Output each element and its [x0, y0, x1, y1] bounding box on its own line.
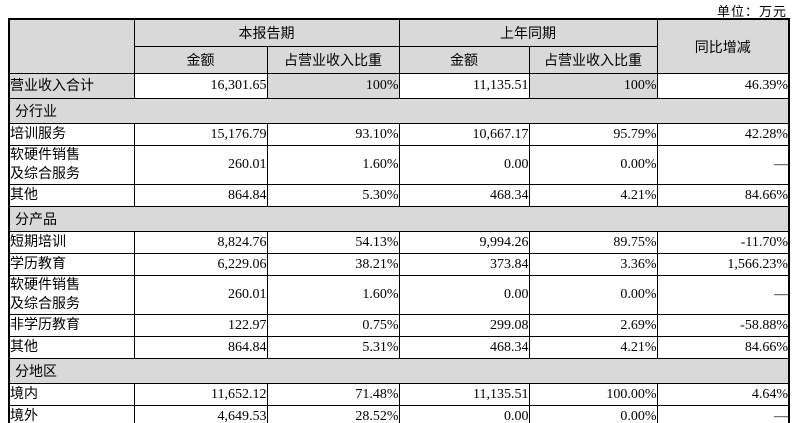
- value-cell: 11,135.51: [398, 383, 530, 406]
- row-label: 其他: [8, 184, 135, 207]
- value-cell: 864.84: [133, 336, 268, 359]
- value-cell: 0.00%: [528, 275, 658, 315]
- section-row: 分行业: [8, 98, 790, 124]
- value-cell: 4,649.53: [133, 405, 268, 423]
- table-row: 学历教育 6,229.06 38.21% 373.84 3.36% 1,566.23%: [8, 253, 790, 276]
- value-cell: 38.21%: [266, 253, 400, 276]
- row-label: 境外: [8, 405, 135, 423]
- value-cell: 4.21%: [528, 184, 658, 207]
- value-cell: —: [656, 145, 790, 185]
- header-row-columns: 金额 占营业收入比重 金额 占营业收入比重: [9, 46, 789, 74]
- value-cell: 10,667.17: [398, 123, 530, 146]
- table-row: 其他 864.84 5.31% 468.34 4.21% 84.66%: [8, 336, 790, 359]
- value-cell: 28.52%: [266, 405, 400, 423]
- value-cell: 71.48%: [266, 383, 400, 406]
- pct-header-current: 占营业收入比重: [266, 46, 400, 74]
- value-cell: 1,566.23%: [656, 253, 790, 276]
- value-cell: 260.01: [133, 145, 268, 185]
- value-cell: 0.00: [398, 405, 530, 423]
- value-cell: 42.28%: [656, 123, 790, 146]
- table-row: 软硬件销售 及综合服务 260.01 1.60% 0.00 0.00% —: [8, 275, 790, 315]
- value-cell: 0.00: [398, 145, 530, 185]
- value-cell: 11,135.51: [398, 73, 530, 99]
- table-row: 境外 4,649.53 28.52% 0.00 0.00% —: [8, 405, 790, 423]
- value-cell: 3.36%: [528, 253, 658, 276]
- value-cell: 299.08: [398, 314, 530, 337]
- table-row: 培训服务 15,176.79 93.10% 10,667.17 95.79% 42.28%: [8, 123, 790, 146]
- value-cell: 6,229.06: [133, 253, 268, 276]
- section-label: 分行业: [8, 98, 790, 124]
- value-cell: 468.34: [398, 184, 530, 207]
- value-cell: 5.31%: [266, 336, 400, 359]
- value-cell: 0.00: [398, 275, 530, 315]
- value-cell: 0.00%: [528, 145, 658, 185]
- row-label: 其他: [8, 336, 135, 359]
- value-cell: 4.21%: [528, 336, 658, 359]
- value-cell: 122.97: [133, 314, 268, 337]
- row-label: 短期培训: [8, 231, 135, 254]
- value-cell: 373.84: [398, 253, 530, 276]
- value-cell: 100%: [266, 73, 400, 99]
- value-cell: 0.00%: [528, 405, 658, 423]
- section-row: 分地区: [8, 358, 790, 384]
- value-cell: 84.66%: [656, 336, 790, 359]
- pct-header-prior: 占营业收入比重: [528, 46, 658, 74]
- value-cell: 89.75%: [528, 231, 658, 254]
- value-cell: 260.01: [133, 275, 268, 315]
- table-row: 软硬件销售 及综合服务 260.01 1.60% 0.00 0.00% —: [8, 145, 790, 185]
- value-cell: 468.34: [398, 336, 530, 359]
- value-cell: 0.75%: [266, 314, 400, 337]
- value-cell: 93.10%: [266, 123, 400, 146]
- section-label: 分地区: [8, 358, 790, 384]
- value-cell: 84.66%: [656, 184, 790, 207]
- value-cell: 2.69%: [528, 314, 658, 337]
- value-cell: 11,652.12: [133, 383, 268, 406]
- value-cell: 9,994.26: [398, 231, 530, 254]
- value-cell: 8,824.76: [133, 231, 268, 254]
- value-cell: 15,176.79: [133, 123, 268, 146]
- current-period-header: 本报告期: [133, 18, 400, 47]
- table-row: 其他 864.84 5.30% 468.34 4.21% 84.66%: [8, 184, 790, 207]
- value-cell: 16,301.65: [133, 73, 268, 99]
- value-cell: 100.00%: [528, 383, 658, 406]
- table-row: 营业收入合计 16,301.65 100% 11,135.51 100% 46.39%: [8, 73, 790, 99]
- value-cell: 100%: [528, 73, 658, 99]
- revenue-table: 本报告期 上年同期 同比增减 金额 占营业收入比重 金额 占营业收入比重 营业收…: [8, 18, 790, 423]
- yoy-header: 同比增减: [656, 18, 790, 74]
- header-row-groups: 本报告期 上年同期 同比增减: [8, 18, 790, 74]
- value-cell: 5.30%: [266, 184, 400, 207]
- row-label: 软硬件销售 及综合服务: [8, 145, 135, 185]
- table-row: 境内 11,652.12 71.48% 11,135.51 100.00% 4.64%: [8, 383, 790, 406]
- value-cell: —: [656, 405, 790, 423]
- value-cell: -58.88%: [656, 314, 790, 337]
- table-row: 短期培训 8,824.76 54.13% 9,994.26 89.75% -11.70%: [8, 231, 790, 254]
- value-cell: —: [656, 275, 790, 315]
- row-label: 学历教育: [8, 253, 135, 276]
- row-label: 软硬件销售 及综合服务: [8, 275, 135, 315]
- value-cell: 46.39%: [656, 73, 790, 99]
- amount-header-prior: 金额: [398, 46, 530, 74]
- corner-cell: [8, 18, 135, 74]
- row-label: 培训服务: [8, 123, 135, 146]
- section-label: 分产品: [8, 206, 790, 232]
- value-cell: 1.60%: [266, 145, 400, 185]
- value-cell: 95.79%: [528, 123, 658, 146]
- value-cell: 864.84: [133, 184, 268, 207]
- row-label: 非学历教育: [8, 314, 135, 337]
- value-cell: -11.70%: [656, 231, 790, 254]
- value-cell: 4.64%: [656, 383, 790, 406]
- table-header: 本报告期 上年同期 同比增减 金额 占营业收入比重 金额 占营业收入比重: [8, 18, 790, 74]
- unit-label: 单位：万元: [716, 4, 787, 19]
- amount-header-current: 金额: [133, 46, 268, 74]
- row-label: 境内: [8, 383, 135, 406]
- section-row: 分产品: [8, 206, 790, 232]
- value-cell: 54.13%: [266, 231, 400, 254]
- value-cell: 1.60%: [266, 275, 400, 315]
- prior-period-header: 上年同期: [398, 18, 658, 47]
- table-body: 营业收入合计 16,301.65 100% 11,135.51 100% 46.39% 分行…: [8, 73, 790, 423]
- row-label: 营业收入合计: [8, 73, 135, 99]
- table-row: 非学历教育 122.97 0.75% 299.08 2.69% -58.88%: [8, 314, 790, 337]
